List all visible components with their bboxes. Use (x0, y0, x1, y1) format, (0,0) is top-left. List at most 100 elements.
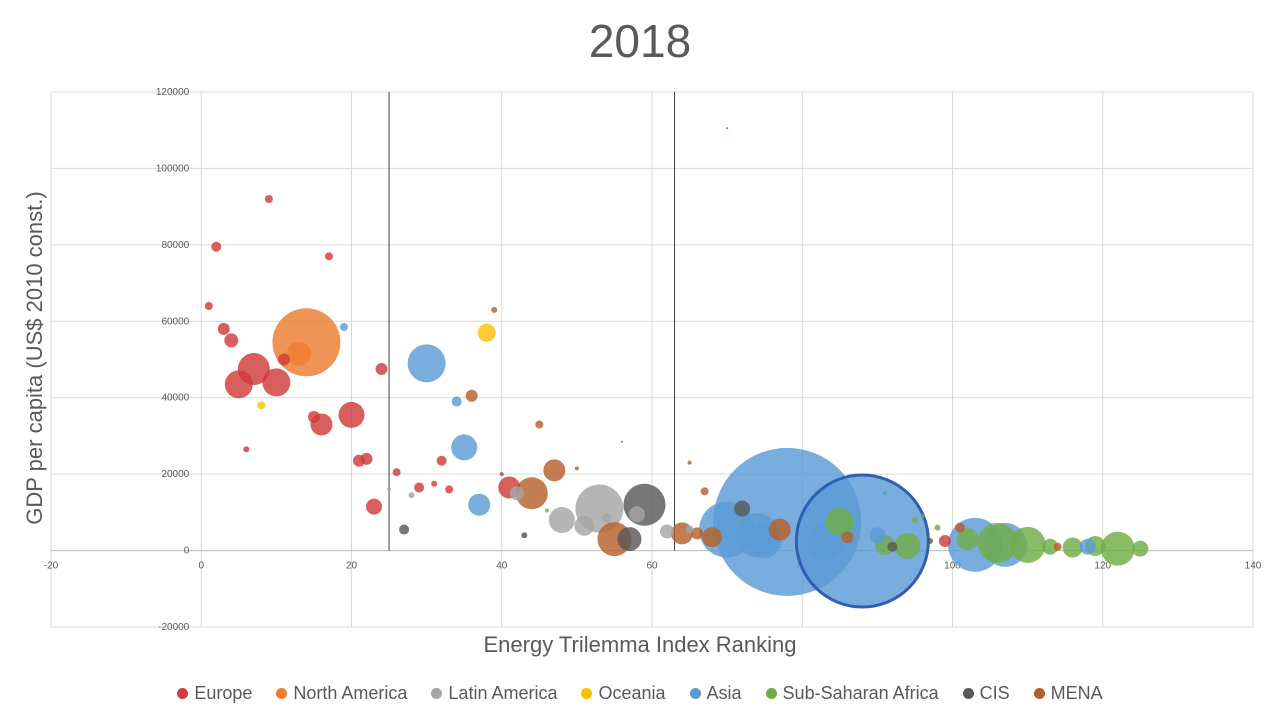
bubble-europe (445, 485, 454, 494)
x-tick-label: 60 (646, 561, 658, 572)
legend-label: Oceania (598, 683, 666, 703)
bubble-sub-saharan-africa (825, 507, 854, 536)
x-tick-label: -20 (44, 561, 59, 572)
legend-label: Europe (194, 683, 253, 703)
bubble-europe (224, 333, 239, 348)
x-axis-label: Energy Trilemma Index Ranking (483, 632, 797, 657)
bubble-europe (499, 472, 504, 477)
bubble-europe (243, 446, 250, 453)
bubble-cis (521, 532, 528, 539)
y-tick-label: 120000 (156, 87, 190, 98)
legend-swatch (765, 688, 777, 699)
bubble-cis (734, 500, 751, 517)
legend: Europe North America Latin America Oceania A… (0, 683, 1280, 704)
bubble-latin-america (509, 486, 524, 501)
x-tick-label: 0 (198, 561, 204, 572)
y-tick-label: 40000 (161, 393, 189, 404)
bubble-oceania (257, 401, 266, 410)
bubble-latin-america (408, 492, 415, 499)
bubble-sub-saharan-africa (977, 522, 1018, 563)
bubble-europe (431, 480, 438, 487)
y-tick-label: 60000 (161, 316, 189, 327)
legend-label: CIS (979, 683, 1010, 703)
bubble-latin-america (574, 515, 595, 536)
bubble-europe (375, 363, 388, 376)
bubble-europe (620, 440, 623, 443)
bubble-latin-america (685, 525, 694, 534)
bubble-mena (700, 487, 709, 496)
bubble-europe (324, 252, 333, 261)
bubble-europe (264, 195, 273, 203)
bubble-europe (211, 241, 222, 252)
bubble-latin-america (387, 487, 392, 492)
y-tick-label: -20000 (158, 622, 190, 633)
bubble-oceania (477, 323, 496, 342)
bubble-mena (543, 459, 566, 482)
legend-label: North America (293, 683, 408, 703)
bubble-sub-saharan-africa (1062, 537, 1083, 558)
legend-swatch (581, 688, 593, 699)
bubble-asia (1079, 538, 1096, 555)
bubble-mena (574, 466, 579, 471)
y-tick-label: 20000 (161, 469, 189, 480)
legend-label: MENA (1050, 683, 1103, 703)
bubble-latin-america (548, 507, 575, 533)
legend-label: Sub-Saharan Africa (782, 683, 939, 703)
bubble-europe (307, 410, 320, 423)
bubble-mena (691, 527, 704, 540)
bubble-cis (399, 524, 410, 535)
bubble-europe (224, 370, 253, 399)
bubble-mena (491, 306, 498, 313)
bubble-mena (841, 531, 854, 544)
legend-item: Oceania (581, 683, 666, 704)
legend-item: Asia (689, 683, 742, 704)
legend-item: MENA (1033, 683, 1103, 704)
legend-label: Latin America (448, 683, 558, 703)
legend-swatch (177, 688, 189, 699)
legend-swatch (962, 688, 974, 699)
legend-item: North America (276, 683, 407, 704)
bubble-asia (339, 323, 348, 332)
y-tick-label: 0 (184, 546, 190, 557)
bubble-europe (436, 455, 447, 466)
bubble-mena (1053, 542, 1062, 551)
legend-item: Europe (177, 683, 252, 704)
bubble-mena (515, 477, 548, 510)
bubble-north-america (286, 341, 311, 366)
bubble-asia (882, 491, 887, 496)
bubble-europe (414, 482, 425, 493)
bubble-cis (617, 527, 642, 552)
bubble-mena (768, 518, 791, 541)
chart-title: 2018 (588, 15, 692, 67)
bubble-asia (451, 396, 462, 407)
bubble-sub-saharan-africa (920, 514, 925, 519)
x-tick-label: 100 (944, 561, 961, 572)
bubble-sub-saharan-africa (1132, 540, 1149, 557)
legend-swatch (431, 688, 443, 699)
bubble-europe (360, 452, 373, 465)
bubble-sub-saharan-africa (956, 528, 979, 551)
bubble-mena (535, 420, 544, 429)
bubble-cis (623, 483, 666, 526)
bubble-sub-saharan-africa (1009, 526, 1046, 563)
x-tick-label: 40 (496, 561, 508, 572)
bubble-latin-america (628, 506, 645, 523)
bubble-sub-saharan-africa (544, 508, 549, 513)
x-tick-label: 120 (1094, 561, 1111, 572)
bubble-europe (392, 468, 401, 477)
bubble-europe (938, 535, 951, 548)
bubble-sub-saharan-africa (911, 517, 918, 523)
legend-swatch (689, 688, 701, 699)
bubble-asia (468, 493, 491, 516)
bubble-north-america (272, 308, 341, 377)
bubble-sub-saharan-africa (1100, 531, 1135, 566)
y-axis-label: GDP per capita (US$ 2010 const.) (22, 191, 47, 525)
bubble-asia (407, 344, 446, 383)
legend-swatch (276, 688, 288, 699)
bubble-mena (465, 389, 478, 402)
bubble-europe (217, 322, 230, 335)
bubble-mena (687, 460, 692, 465)
bubble-europe (726, 127, 729, 130)
bubble-cis (926, 538, 933, 545)
